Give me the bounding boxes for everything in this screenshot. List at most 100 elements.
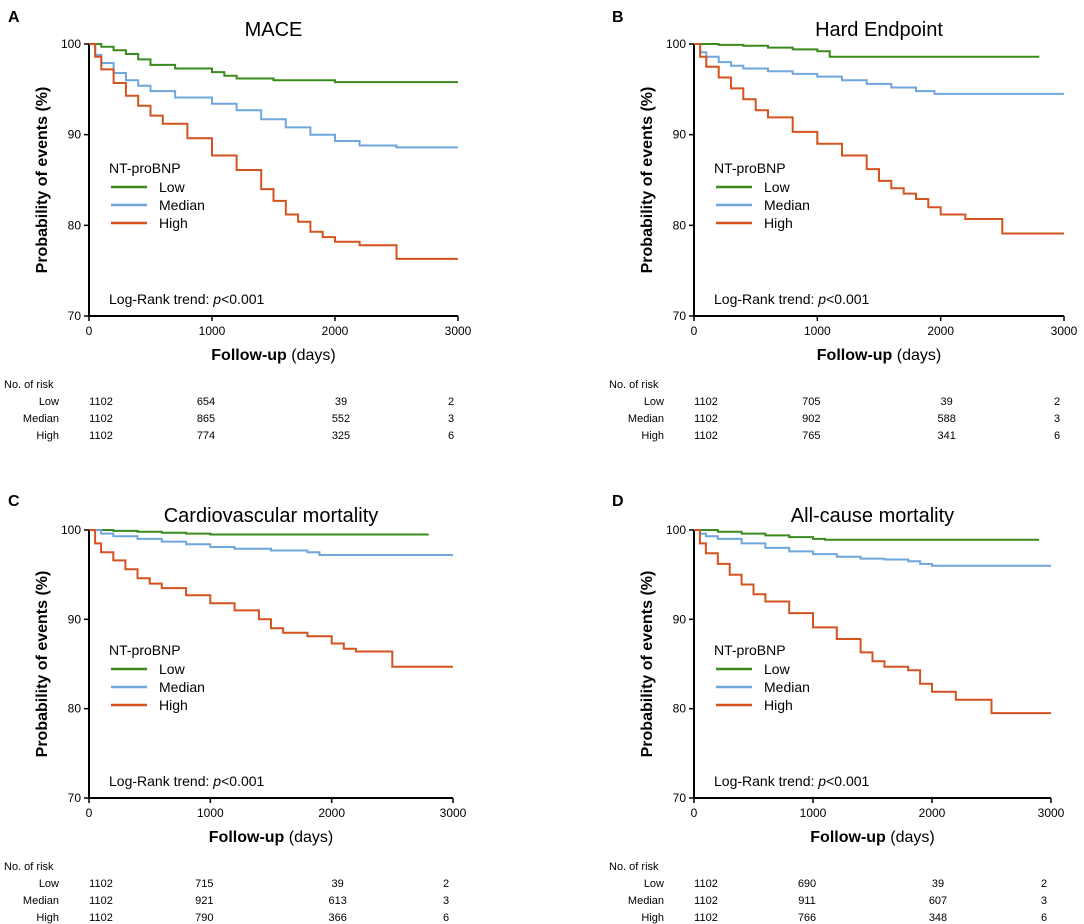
legend-label-high: High <box>159 215 188 231</box>
x-tick-label: 2000 <box>322 324 349 338</box>
risk-table-header: No. of risk <box>609 379 659 391</box>
y-tick-label: 70 <box>68 309 82 323</box>
risk-count: 1102 <box>694 396 718 408</box>
x-tick-label: 2000 <box>318 806 345 820</box>
risk-row-label: Low <box>644 396 664 408</box>
y-tick-label: 100 <box>666 37 686 51</box>
x-axis-label-main: Follow-up <box>817 347 893 364</box>
risk-count: 1102 <box>694 895 718 907</box>
risk-count: 1102 <box>694 912 718 924</box>
x-tick-label: 2000 <box>927 324 954 338</box>
x-axis-label-main: Follow-up <box>209 829 285 846</box>
log-rank-value: <0.001 <box>826 773 869 789</box>
legend-label-median: Median <box>764 679 810 695</box>
x-tick-label: 1000 <box>804 324 831 338</box>
legend-label-median: Median <box>159 679 205 695</box>
x-tick-label: 3000 <box>440 806 467 820</box>
log-rank-text: Log-Rank trend: p<0.001 <box>109 773 265 789</box>
log-rank-label: Log-Rank trend: <box>109 291 213 307</box>
log-rank-text: Log-Rank trend: p<0.001 <box>714 773 870 789</box>
risk-count: 705 <box>802 396 820 408</box>
risk-count: 790 <box>195 912 213 924</box>
panel-hard-endpoint: B Hard Endpoint 70 80 90 100 0 1000 2000 3000 Fol… <box>542 0 1084 462</box>
log-rank-value: <0.001 <box>221 773 264 789</box>
risk-count: 1102 <box>694 878 718 890</box>
risk-row-label: High <box>641 912 664 924</box>
y-tick-label: 80 <box>68 702 82 716</box>
risk-count: 3 <box>443 895 449 907</box>
panel-letter: D <box>612 493 624 510</box>
risk-row-label: Median <box>23 895 59 907</box>
risk-count: 348 <box>929 912 947 924</box>
risk-count: 902 <box>802 413 820 425</box>
risk-count: 2 <box>448 396 454 408</box>
log-rank-text: Log-Rank trend: p<0.001 <box>109 291 265 307</box>
chart-title: MACE <box>245 19 303 41</box>
log-rank-label: Log-Rank trend: <box>109 773 213 789</box>
km-curve-low <box>694 529 1040 541</box>
log-rank-p: p <box>817 773 826 789</box>
legend-label-high: High <box>764 215 793 231</box>
risk-count: 911 <box>798 895 816 907</box>
risk-count: 921 <box>195 895 213 907</box>
panel-cardiovascular-mortality: C Cardiovascular mortality 70 80 90 100 0 1000… <box>0 462 542 924</box>
y-axis-label: Probability of events (%) <box>34 87 51 274</box>
legend-label-low: Low <box>764 661 791 677</box>
km-curve-low <box>694 43 1040 58</box>
chart-title: Cardiovascular mortality <box>164 505 379 527</box>
x-tick-label: 2000 <box>919 806 946 820</box>
km-curve-high <box>694 529 1051 715</box>
risk-count: 366 <box>328 912 346 924</box>
y-axis-label: Probability of events (%) <box>34 571 51 758</box>
legend-label-median: Median <box>159 197 205 213</box>
y-tick-label: 90 <box>68 128 82 142</box>
risk-count: 1102 <box>694 413 718 425</box>
risk-count: 1102 <box>89 413 113 425</box>
x-tick-label: 1000 <box>197 806 224 820</box>
y-tick-label: 90 <box>68 612 82 626</box>
risk-count: 6 <box>1054 430 1060 442</box>
risk-row-label: Low <box>39 878 59 890</box>
x-tick-label: 0 <box>86 324 93 338</box>
chart-title: Hard Endpoint <box>815 19 943 41</box>
x-axis-label-main: Follow-up <box>810 829 886 846</box>
risk-row-label: Low <box>644 878 664 890</box>
km-curve-median <box>694 529 1051 567</box>
x-axis-label-main: Follow-up <box>211 347 287 364</box>
y-axis-label: Probability of events (%) <box>639 87 656 274</box>
risk-table-header: No. of risk <box>4 861 54 873</box>
log-rank-text: Log-Rank trend: p<0.001 <box>714 291 870 307</box>
risk-row-label: Median <box>628 413 664 425</box>
risk-count: 39 <box>941 396 953 408</box>
risk-count: 1102 <box>89 912 113 924</box>
risk-count: 3 <box>448 413 454 425</box>
log-rank-p: p <box>212 773 221 789</box>
risk-row-label: High <box>641 430 664 442</box>
risk-count: 1102 <box>89 895 113 907</box>
risk-count: 690 <box>798 878 816 890</box>
risk-count: 6 <box>1041 912 1047 924</box>
legend-title: NT-proBNP <box>714 642 786 658</box>
y-tick-label: 80 <box>673 218 687 232</box>
x-tick-label: 1000 <box>199 324 226 338</box>
legend-label-low: Low <box>764 179 791 195</box>
legend-label-median: Median <box>764 197 810 213</box>
x-axis-label: Follow-up (days) <box>817 347 941 364</box>
panel-all-cause-mortality: D All-cause mortality 70 80 90 100 0 1000 2000 3… <box>542 462 1084 924</box>
panel-letter: C <box>8 493 20 510</box>
y-tick-label: 80 <box>673 702 687 716</box>
log-rank-label: Log-Rank trend: <box>714 291 818 307</box>
x-tick-label: 3000 <box>1051 324 1078 338</box>
x-tick-label: 3000 <box>1038 806 1065 820</box>
y-tick-label: 100 <box>666 523 686 537</box>
km-curve-median <box>694 43 1064 95</box>
risk-count: 2 <box>1054 396 1060 408</box>
y-tick-label: 80 <box>68 218 82 232</box>
risk-count: 766 <box>798 912 816 924</box>
km-curve-low <box>89 529 429 536</box>
risk-count: 588 <box>937 413 955 425</box>
km-curve-low <box>89 43 458 84</box>
